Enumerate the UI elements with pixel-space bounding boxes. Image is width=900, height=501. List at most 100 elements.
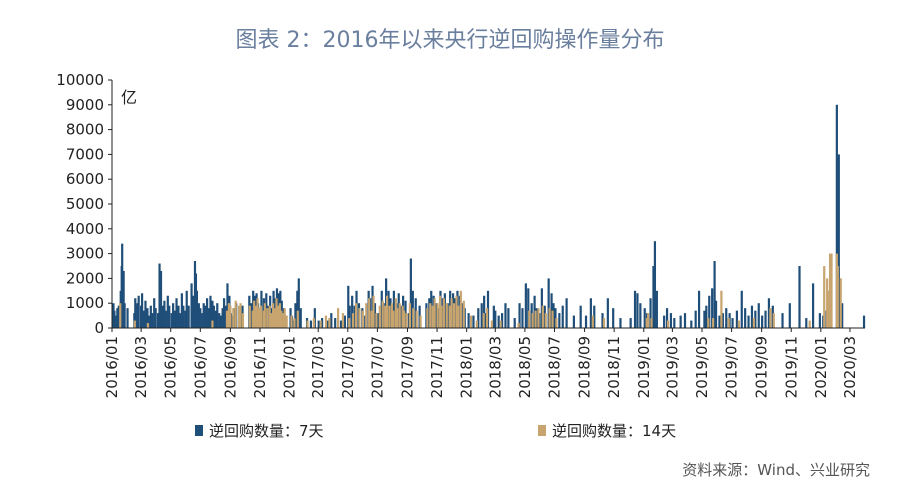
y-tick-label: 2000 <box>66 269 104 287</box>
bar-14day <box>394 298 397 328</box>
bar-7day <box>177 305 180 328</box>
bar-14day <box>348 318 351 328</box>
bar-7day <box>206 298 209 328</box>
x-tick-label: 2016/03 <box>132 336 150 398</box>
bar-14day <box>211 320 214 328</box>
bar-14day <box>275 298 278 328</box>
bar-7day <box>173 310 177 328</box>
bar-7day <box>593 305 596 328</box>
bar-14day <box>278 303 281 328</box>
bar-14day <box>455 295 458 328</box>
bar-7day <box>296 290 299 328</box>
bar-14day <box>666 320 670 328</box>
bar-14day <box>368 298 371 328</box>
bar-7day <box>185 290 188 328</box>
x-tick-label: 2019/05 <box>693 336 711 398</box>
bar-7day <box>178 313 182 328</box>
x-tick-label: 2018/05 <box>516 336 534 398</box>
bar-14day <box>255 305 258 328</box>
bar-14day <box>827 290 830 328</box>
bar-14day <box>752 318 755 328</box>
bar-7day <box>297 278 300 328</box>
bar-14day <box>828 253 832 328</box>
bar-14day <box>482 313 485 328</box>
bar-14day <box>823 266 826 328</box>
x-tick-label: 2017/01 <box>281 336 299 398</box>
bar-7day <box>392 290 395 328</box>
bar-7day <box>619 318 622 328</box>
bar-14day <box>312 318 315 328</box>
bar-7day <box>718 315 721 328</box>
bar-14day <box>372 295 375 328</box>
bar-14day <box>354 303 358 328</box>
y-tick-label: 0 <box>94 319 104 337</box>
bar-7day <box>166 295 169 328</box>
bar-7day <box>655 290 658 328</box>
x-tick-label: 2018/03 <box>486 336 504 398</box>
bar-7day <box>504 303 507 328</box>
bar-7day <box>212 305 215 328</box>
y-tick-label: 4000 <box>66 220 104 238</box>
x-tick-label: 2019/09 <box>753 336 771 398</box>
bar-7day <box>153 298 156 328</box>
bar-7day <box>294 303 297 328</box>
bar-7day <box>347 285 350 328</box>
bar-7day <box>572 315 575 328</box>
bar-7day <box>781 313 784 328</box>
x-tick-label: 2016/01 <box>103 336 121 398</box>
bar-7day <box>500 313 504 328</box>
bar-14day <box>602 318 606 328</box>
bar-14day <box>402 310 406 328</box>
bar-14day <box>450 298 453 328</box>
bar-14day <box>328 318 331 328</box>
bar-14day <box>645 318 648 328</box>
bar-7day <box>665 308 669 328</box>
bar-7day <box>713 261 716 328</box>
x-tick-label: 2018/11 <box>605 336 623 398</box>
y-tick-label: 7000 <box>66 145 104 163</box>
bar-14day <box>248 305 251 328</box>
x-tick-label: 2016/05 <box>162 336 180 398</box>
y-tick-label: 8000 <box>66 121 104 139</box>
bar-7day <box>168 305 171 328</box>
bar-7day <box>204 305 207 328</box>
y-axis-unit: 亿 <box>121 88 138 107</box>
bar-14day <box>720 290 723 328</box>
bar-14day <box>296 310 299 328</box>
bar-14day <box>266 308 269 328</box>
bar-7day <box>219 315 222 328</box>
bar-14day <box>365 303 368 328</box>
bar-14day <box>119 303 122 328</box>
bar-14day <box>396 308 399 328</box>
bar-7day <box>317 320 320 328</box>
bar-7day <box>663 315 666 328</box>
bar-7day <box>673 318 676 328</box>
bar-14day <box>445 303 448 328</box>
bar-14day <box>448 305 451 328</box>
bar-7day <box>725 308 728 328</box>
bar-14day <box>229 305 232 328</box>
bar-7day <box>649 298 652 328</box>
bar-7day <box>137 295 140 328</box>
bar-14day <box>537 308 540 328</box>
bar-14day <box>712 318 715 328</box>
bar-7day <box>170 313 173 328</box>
x-tick-label: 2019/01 <box>635 336 653 398</box>
source-note: 资料来源：Wind、兴业研究 <box>682 461 870 479</box>
bar-7day <box>524 283 527 328</box>
chart-title: 图表 2：2016年以来央行逆回购操作量分布 <box>235 28 665 53</box>
bar-7day <box>579 305 582 328</box>
bar-7day <box>472 315 475 328</box>
y-tick-label: 1000 <box>66 294 104 312</box>
bar-7day <box>612 308 615 328</box>
bar-7day <box>126 308 129 328</box>
bar-7day <box>507 308 510 328</box>
axes-group: 0 1000 2000 3000 4000 5000 6000 7000 8000 9000 100… <box>56 71 865 398</box>
bar-7day <box>163 300 166 328</box>
bar-14day <box>253 300 256 328</box>
bar-14day <box>442 298 445 328</box>
bar-7day <box>683 313 687 328</box>
bar-7day <box>351 295 354 328</box>
bar-7day <box>214 310 217 328</box>
bar-7day <box>330 313 333 328</box>
